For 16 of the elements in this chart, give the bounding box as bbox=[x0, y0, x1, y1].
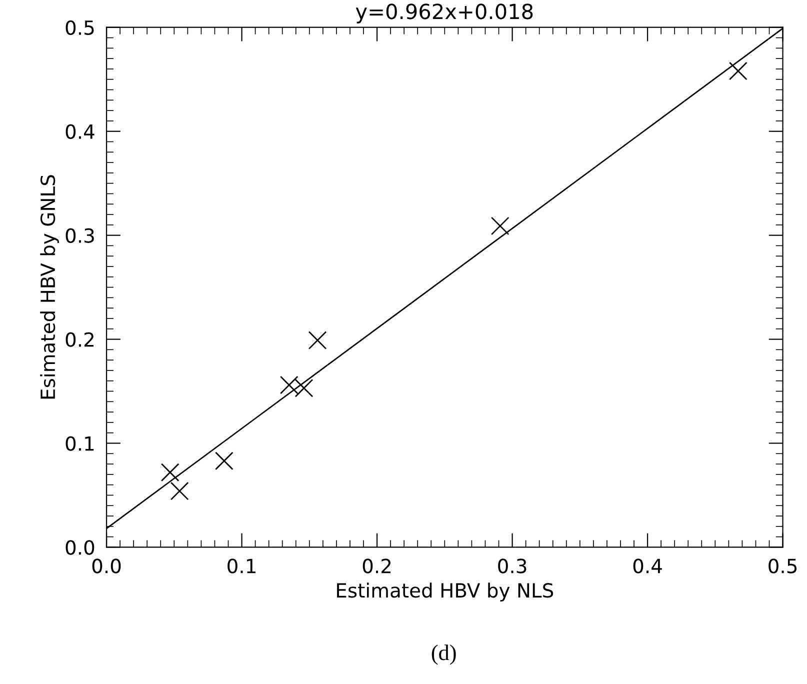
x-tick-label: 0.5 bbox=[768, 558, 797, 574]
chart-title: y=0.962x+0.018 bbox=[356, 4, 533, 24]
x-tick-label: 0.1 bbox=[228, 558, 256, 574]
y-tick-label: 0.0 bbox=[66, 540, 94, 555]
y-tick-label: 0.2 bbox=[66, 332, 94, 347]
x-tick-label: 0.3 bbox=[498, 558, 526, 574]
x-axis-title: Estimated HBV by NLS bbox=[337, 582, 554, 602]
y-axis-title: Esimated HBV by GNLS bbox=[40, 175, 59, 399]
x-tick-label: 0.0 bbox=[92, 558, 121, 574]
text: (d) bbox=[432, 644, 456, 665]
y-tick-label: 0.3 bbox=[66, 228, 94, 243]
y-tick-label: 0.4 bbox=[66, 124, 94, 139]
y-tick-label: 0.5 bbox=[66, 20, 94, 36]
y-tick-label: 0.1 bbox=[66, 436, 94, 451]
x-tick-label: 0.2 bbox=[362, 558, 391, 574]
x-tick-label: 0.4 bbox=[633, 558, 662, 574]
